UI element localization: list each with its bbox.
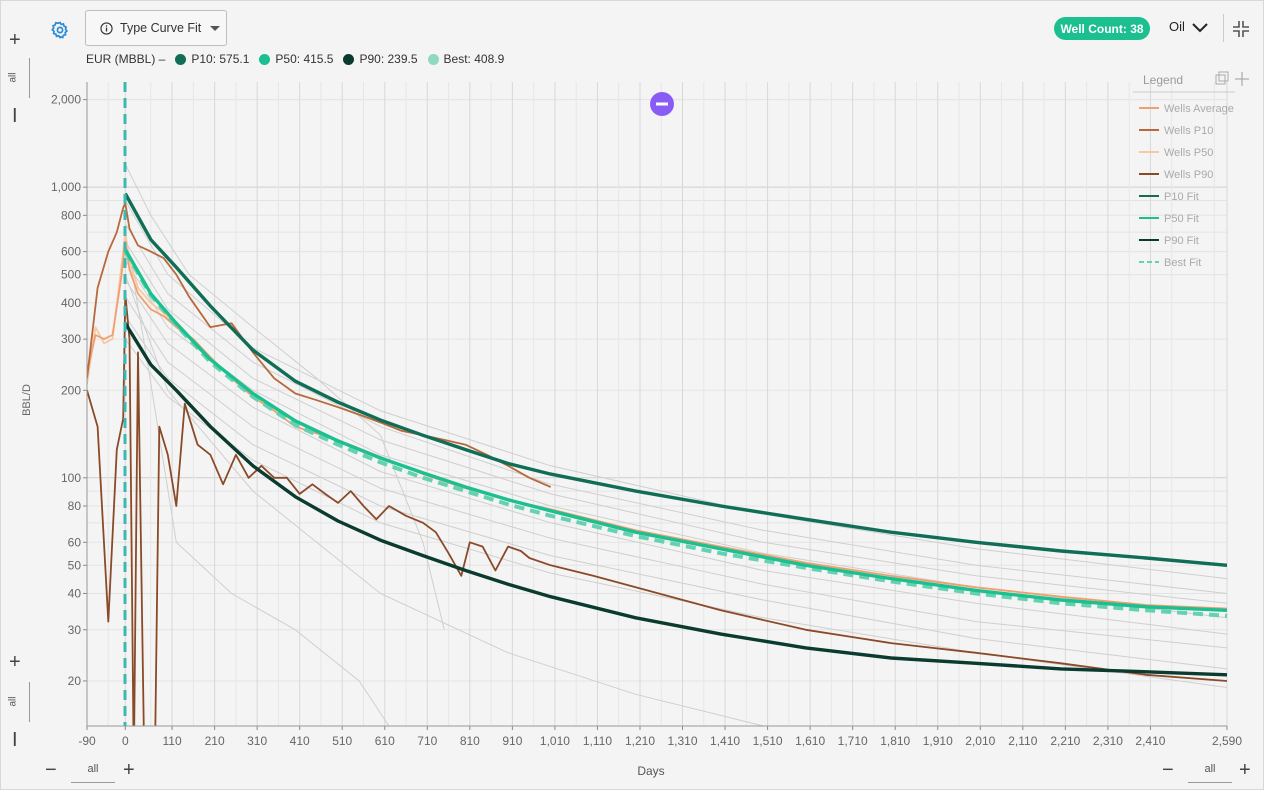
x-range-all-right-label: all (1204, 763, 1216, 775)
x-zoom-in-right-icon[interactable]: + (1239, 759, 1251, 781)
x-zoom-out-left-icon[interactable]: − (45, 759, 57, 781)
y-range-all-top-label: all (7, 72, 19, 83)
remove-marker-button[interactable] (650, 92, 674, 116)
chart-mode-label: Type Curve Fit (120, 21, 202, 35)
well-count-badge[interactable]: Well Count: 38 (1054, 17, 1150, 40)
caret-down-icon (210, 25, 221, 31)
legend-copy-icon[interactable] (1215, 71, 1229, 85)
eur-p50: P50: 415.5 (275, 52, 334, 66)
legend-item-label: Wells P50 (1164, 147, 1213, 159)
info-icon (100, 21, 113, 35)
eur-best: Best: 408.9 (443, 52, 505, 66)
y-zoom-out-top-icon[interactable]: I (12, 105, 18, 127)
legend-title: Legend (1143, 73, 1183, 87)
legend-item-label: P90 Fit (1164, 235, 1199, 247)
gear-icon[interactable] (50, 20, 70, 40)
toolbar-divider (1223, 14, 1224, 42)
chevron-down-icon (1192, 22, 1208, 32)
x-zoom-out-right-icon[interactable]: − (1162, 759, 1174, 781)
chart-legend: Legend Wells Average Wells P10 Wells P50 We… (1133, 71, 1249, 269)
minus-icon (656, 102, 668, 106)
phase-selector[interactable]: Oil (1169, 19, 1209, 34)
eur-p10: P10: 575.1 (191, 52, 250, 66)
eur-p90: P90: 239.5 (359, 52, 418, 66)
legend-item-label: Wells P10 (1164, 125, 1213, 137)
phase-label: Oil (1169, 19, 1185, 34)
y-range-all-bottom[interactable]: all (7, 682, 30, 722)
eur-prefix: EUR (MBBL) – (86, 52, 166, 66)
y-zoom-in-top-icon[interactable]: + (9, 29, 21, 51)
legend-move-icon[interactable] (1235, 72, 1249, 86)
x-range-all-left[interactable]: all (71, 763, 115, 783)
best-dot-icon (427, 53, 439, 65)
eur-summary: EUR (MBBL) – P10: 575.1 P50: 415.5 P90: … (86, 52, 504, 66)
x-range-all-right[interactable]: all (1188, 763, 1232, 783)
legend-item-label: P10 Fit (1164, 191, 1199, 203)
y-range-all-bottom-label: all (7, 696, 19, 707)
legend-item-label: P50 Fit (1164, 213, 1199, 225)
legend-item-label: Best Fit (1164, 257, 1201, 269)
y-zoom-in-bottom-icon[interactable]: + (9, 651, 21, 673)
y-zoom-out-bottom-icon[interactable]: I (12, 729, 18, 751)
p50-dot-icon (259, 53, 271, 65)
collapse-icon[interactable] (1232, 20, 1250, 38)
legend-item-label: Wells Average (1164, 103, 1234, 115)
chart-mode-dropdown[interactable]: Type Curve Fit (85, 10, 227, 46)
y-range-all-top[interactable]: all (7, 58, 30, 98)
x-range-all-left-label: all (87, 763, 99, 775)
x-zoom-in-left-icon[interactable]: + (123, 759, 135, 781)
p90-dot-icon (343, 53, 355, 65)
p10-dot-icon (175, 53, 187, 65)
legend-item-label: Wells P90 (1164, 169, 1213, 181)
